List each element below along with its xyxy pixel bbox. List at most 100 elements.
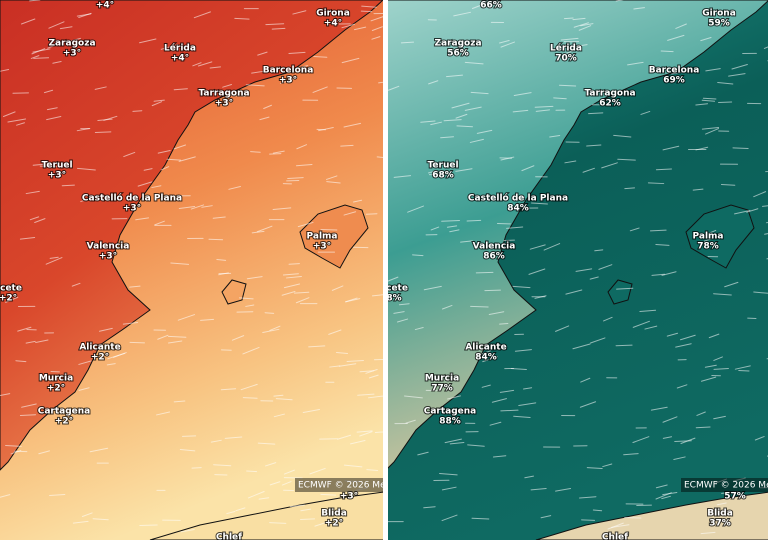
- wind-streak: [340, 144, 354, 147]
- wind-streak: [692, 188, 704, 191]
- wind-streak: [344, 297, 358, 303]
- wind-streak: [481, 350, 491, 355]
- wind-streak: [560, 37, 579, 41]
- place-name: Girona: [316, 9, 350, 19]
- wind-streak: [616, 287, 634, 290]
- wind-streak: [500, 409, 519, 412]
- wind-streak: [258, 497, 270, 500]
- wind-streak: [5, 445, 22, 447]
- wind-streak: [764, 233, 768, 235]
- wind-streak: [371, 294, 383, 297]
- wind-streak: [273, 394, 284, 397]
- wind-streak: [167, 335, 187, 338]
- wind-streak: [572, 343, 591, 350]
- wind-streak: [662, 491, 678, 496]
- wind-streak: [700, 37, 712, 42]
- wind-streak: [350, 440, 366, 445]
- wind-streak: [366, 469, 379, 472]
- wind-streak: [713, 356, 723, 361]
- wind-streak: [49, 256, 59, 259]
- wind-streak: [388, 276, 399, 282]
- wind-streak: [20, 18, 36, 25]
- wind-streak: [173, 144, 187, 150]
- wind-streak: [728, 73, 746, 77]
- place-value: 66%: [480, 1, 502, 11]
- wind-streak: [417, 451, 429, 456]
- credit-bg: [295, 478, 383, 492]
- wind-streak: [273, 413, 286, 418]
- place-name: Zaragoza: [434, 39, 481, 49]
- wind-streak: [0, 69, 10, 72]
- wind-streak: [400, 41, 415, 44]
- wind-streak: [210, 439, 222, 443]
- wind-streak: [540, 515, 552, 519]
- wind-streak: [153, 99, 165, 102]
- wind-streak: [470, 91, 489, 95]
- wind-streak: [240, 383, 258, 391]
- wind-streak: [514, 349, 532, 352]
- wind-streak: [647, 182, 665, 185]
- wind-streak: [313, 56, 328, 58]
- wind-streak: [453, 11, 471, 17]
- wind-streak: [491, 398, 507, 403]
- wind-streak: [449, 229, 460, 233]
- wind-streak: [632, 436, 650, 444]
- wind-streak: [357, 393, 375, 396]
- place-name: Palma: [307, 232, 338, 242]
- wind-streak: [271, 27, 286, 30]
- wind-streak: [762, 205, 768, 207]
- wind-streak: [29, 216, 40, 221]
- place-value: 84%: [475, 353, 497, 363]
- wind-streak: [289, 504, 305, 508]
- wind-streak: [671, 70, 689, 75]
- wind-streak: [376, 156, 383, 158]
- wind-streak: [437, 170, 449, 176]
- place-value: 86%: [483, 252, 505, 262]
- wind-streak: [696, 411, 706, 416]
- place-name: acete: [0, 284, 22, 294]
- place-value: +2°: [47, 384, 65, 394]
- place-name: Blida: [707, 509, 733, 519]
- wind-streak: [89, 447, 109, 453]
- wind-streak: [228, 186, 241, 190]
- wind-streak: [581, 519, 596, 521]
- wind-streak: [192, 62, 202, 67]
- wind-streak: [763, 46, 768, 49]
- wind-streak: [336, 352, 349, 354]
- wind-streak: [666, 332, 679, 337]
- wind-streak: [586, 467, 603, 469]
- wind-streak: [724, 281, 739, 288]
- wind-streak: [753, 191, 767, 198]
- wind-streak: [470, 305, 489, 308]
- wind-streak: [499, 389, 515, 393]
- wind-streak: [15, 360, 27, 363]
- wind-streak: [662, 145, 680, 151]
- place-value: +2°: [325, 519, 343, 529]
- place-name: Lérida: [550, 43, 582, 54]
- wind-streak: [129, 341, 145, 344]
- wind-streak: [324, 10, 341, 13]
- wind-streak: [734, 365, 751, 370]
- wind-streak: [374, 431, 383, 434]
- place-value: 62%: [599, 99, 621, 109]
- place-name: Murcia: [425, 374, 459, 384]
- wind-streak: [361, 5, 377, 8]
- place-value: 8%: [386, 294, 401, 304]
- wind-streak: [601, 162, 618, 169]
- wind-streak: [715, 478, 727, 484]
- wind-streak: [555, 487, 572, 492]
- wind-streak: [71, 282, 81, 287]
- wind-streak: [700, 531, 716, 535]
- wind-streak: [371, 26, 383, 31]
- wind-streak: [388, 85, 400, 91]
- wind-streak: [713, 368, 729, 370]
- wind-streak: [680, 437, 696, 444]
- wind-streak: [573, 22, 589, 28]
- wind-streak: [624, 516, 642, 519]
- wind-streak: [721, 491, 740, 494]
- wind-streak: [135, 217, 150, 221]
- wind-streak: [32, 163, 46, 166]
- wind-streak: [312, 86, 328, 93]
- wind-streak: [355, 487, 368, 492]
- wind-streak: [43, 89, 54, 94]
